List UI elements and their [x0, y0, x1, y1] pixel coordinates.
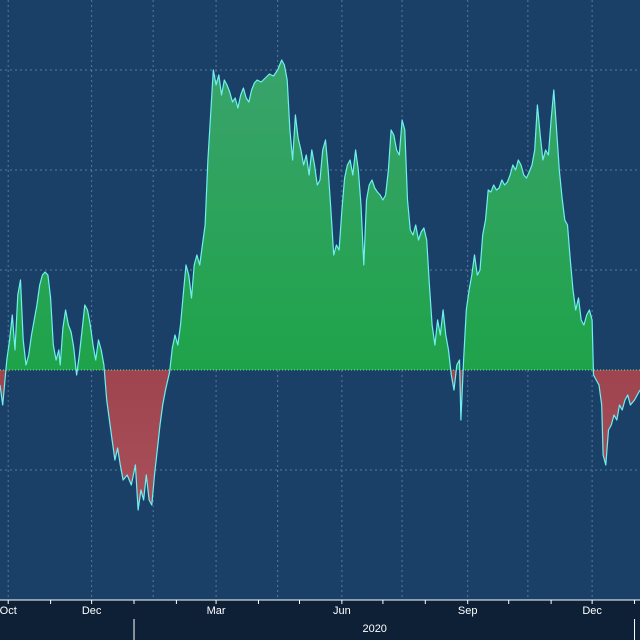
x-tick-label: Mar — [207, 605, 226, 617]
x-tick-label: Sep — [458, 605, 478, 617]
x-tick-label: Oct — [0, 605, 17, 617]
negative-area — [0, 370, 640, 510]
series-line — [0, 59, 640, 511]
x-axis-minor-ticks — [7, 600, 636, 604]
x-tick-label: Dec — [82, 605, 102, 617]
positive-area — [0, 60, 640, 370]
x-axis-band — [0, 600, 640, 640]
x-tick-label: Dec — [582, 605, 602, 617]
x-axis-year-labels: 2020 — [133, 619, 636, 640]
x-tick-label: Jun — [333, 605, 351, 617]
x-axis-tick-labels: Oct Dec Mar Jun Sep Dec — [0, 605, 602, 617]
year-label: 2020 — [362, 623, 386, 635]
